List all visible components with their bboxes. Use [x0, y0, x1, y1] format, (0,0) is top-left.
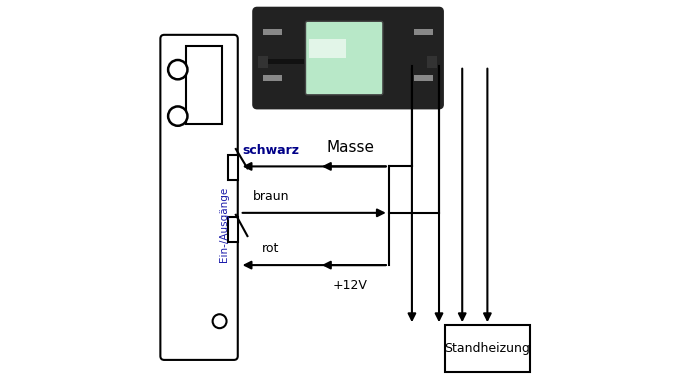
Circle shape	[168, 106, 188, 126]
Bar	[263, 29, 282, 35]
Bar	[228, 155, 238, 180]
Bar	[263, 59, 304, 64]
Bar	[186, 46, 223, 124]
Text: schwarz: schwarz	[242, 144, 299, 157]
FancyBboxPatch shape	[160, 35, 238, 360]
Bar	[263, 75, 282, 81]
Bar	[228, 217, 238, 242]
Text: +12V: +12V	[332, 279, 368, 292]
Bar	[414, 29, 433, 35]
Text: Standheizung: Standheizung	[444, 342, 531, 355]
Bar	[414, 75, 433, 81]
Text: rot: rot	[262, 242, 279, 255]
Circle shape	[213, 314, 227, 328]
Bar	[309, 39, 346, 58]
Text: braun: braun	[253, 190, 289, 203]
Bar	[258, 56, 267, 68]
Bar	[428, 56, 437, 68]
Bar	[444, 325, 530, 372]
Circle shape	[168, 60, 188, 79]
FancyBboxPatch shape	[305, 21, 383, 95]
Text: Masse: Masse	[326, 140, 374, 155]
FancyBboxPatch shape	[253, 8, 443, 108]
Text: Ein-/Ausgänge: Ein-/Ausgänge	[219, 187, 229, 262]
